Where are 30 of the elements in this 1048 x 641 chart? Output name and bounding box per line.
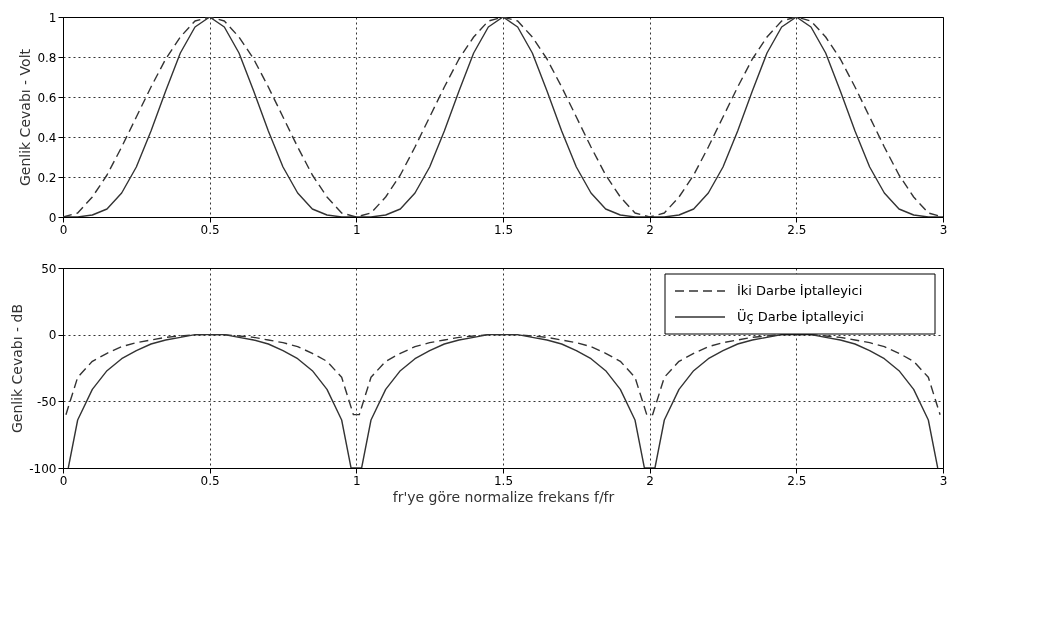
x-tick-label: 0.5 — [200, 222, 220, 237]
y-tick-label: 0.2 — [37, 170, 57, 185]
y-tick-label: 0.6 — [37, 90, 57, 105]
x-tick-label: 2 — [646, 222, 654, 237]
y-tick-label: 50 — [41, 261, 57, 276]
y-tick-label: -100 — [29, 461, 57, 476]
x-tick-label: 1.5 — [493, 473, 514, 488]
y-tick-label: 0 — [48, 210, 57, 225]
y-tick-label: 0.4 — [37, 130, 57, 145]
legend-label: Üç Darbe İptalleyici — [737, 308, 864, 324]
y-axis-title: Genlik Cevabı - Volt — [17, 48, 34, 187]
x-tick-label: 2.5 — [787, 222, 807, 237]
x-tick-label: 0.5 — [200, 473, 220, 488]
x-tick-label: 2 — [646, 473, 654, 488]
x-tick-label: 1 — [353, 473, 361, 488]
legend-label: İki Darbe İptalleyici — [737, 283, 863, 298]
x-axis-title: fr'ye göre normalize frekans f/fr — [392, 488, 615, 505]
line-series — [67, 333, 939, 468]
y-tick-label: -50 — [36, 394, 57, 409]
x-tick-label: 0 — [59, 473, 68, 488]
y-tick-label: 0 — [48, 328, 57, 343]
x-tick-label: 1.5 — [493, 222, 514, 237]
y-tick-label: 0.8 — [37, 50, 57, 65]
x-tick-label: 3 — [939, 473, 948, 488]
x-tick-label: 0 — [59, 222, 68, 237]
y-tick-label: 1 — [48, 10, 57, 25]
y-axis-title: Genlik Cevabı - dB — [9, 303, 26, 434]
x-tick-label: 3 — [939, 222, 948, 237]
x-tick-label: 1 — [353, 222, 361, 237]
x-tick-label: 2.5 — [787, 473, 807, 488]
